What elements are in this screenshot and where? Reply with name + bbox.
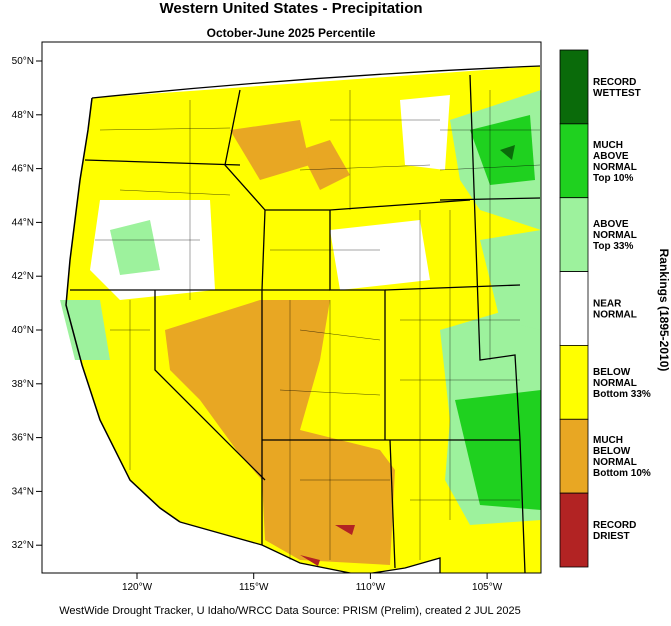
legend-label: BELOW [593, 367, 631, 378]
legend-label: RECORD [593, 520, 636, 531]
lat-label: 38°N [12, 379, 34, 390]
legend-label: NORMAL [593, 162, 637, 173]
legend-label: ABOVE [593, 219, 629, 230]
title: Western United States - Precipitation [159, 0, 422, 17]
legend-label: NORMAL [593, 310, 637, 321]
subtitle: October-June 2025 Percentile [207, 26, 376, 40]
legend-title: Rankings (1895-2010) [657, 249, 671, 372]
legend-swatch [559, 345, 589, 420]
legend-label: BELOW [593, 446, 631, 457]
legend-label: MUCH [593, 435, 623, 446]
footer: WestWide Drought Tracker, U Idaho/WRCC D… [59, 605, 521, 617]
lon-label: 110°W [356, 582, 386, 593]
map: 50°N 48°N 46°N 44°N 42°N 40°N 38°N 36°N 34°N 32°N… [12, 41, 542, 593]
legend-label: NORMAL [593, 457, 637, 468]
lat-label: 32°N [12, 540, 34, 551]
legend-label: WETTEST [593, 88, 641, 99]
legend-label: RECORD [593, 77, 636, 88]
legend-swatch [559, 418, 589, 494]
lon-label: 120°W [122, 582, 153, 593]
legend-label: NORMAL [593, 230, 637, 241]
lat-label: 48°N [12, 110, 34, 121]
lon-label: 105°W [472, 582, 503, 593]
lon-label: 115°W [239, 582, 269, 593]
lat-label: 44°N [12, 217, 34, 228]
lat-label: 34°N [12, 486, 34, 497]
legend-label: MUCH [593, 140, 623, 151]
legend-label: Bottom 10% [593, 468, 651, 479]
lat-label: 42°N [12, 271, 34, 282]
legend-label: Top 33% [593, 241, 633, 252]
lat-labels: 50°N 48°N 46°N 44°N 42°N 40°N 38°N 36°N 34°N 32°N [12, 56, 42, 551]
legend-swatch [559, 49, 589, 125]
legend-label: NEAR [593, 299, 622, 310]
lat-label: 40°N [12, 325, 34, 336]
legend-label: DRIEST [593, 531, 630, 542]
lon-labels: 120°W 115°W 110°W 105°W [122, 573, 503, 593]
legend-label: ABOVE [593, 151, 629, 162]
lat-label: 36°N [12, 433, 34, 444]
legend-swatch [559, 271, 589, 346]
lat-label: 46°N [12, 164, 34, 175]
lat-label: 50°N [12, 56, 34, 67]
legend-swatch [559, 492, 589, 568]
legend-swatch [559, 197, 589, 272]
legend-swatch [559, 123, 589, 199]
legend-label: NORMAL [593, 378, 637, 389]
legend-label: Top 10% [593, 173, 633, 184]
legend-label: Bottom 33% [593, 389, 651, 400]
